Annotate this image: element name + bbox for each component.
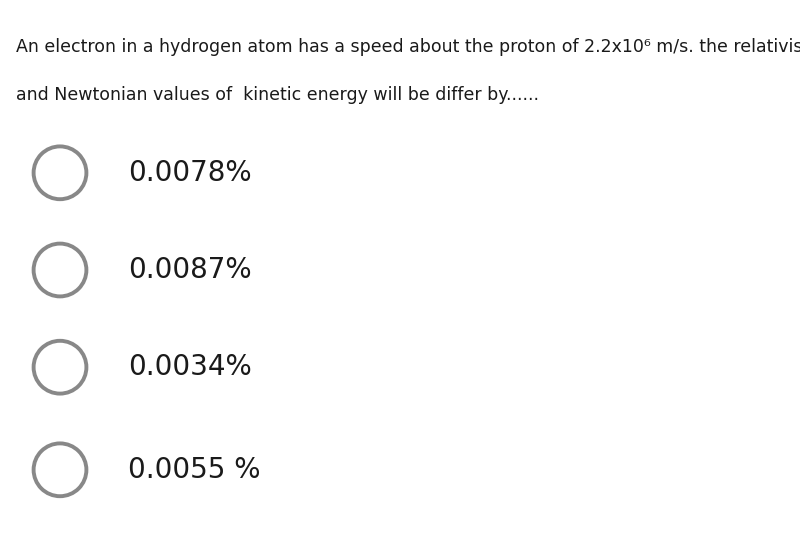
Text: 0.0078%: 0.0078% — [128, 159, 252, 187]
Text: 0.0034%: 0.0034% — [128, 353, 252, 381]
Text: An electron in a hydrogen atom has a speed about the proton of 2.2x10⁶ m/s. the : An electron in a hydrogen atom has a spe… — [16, 38, 800, 56]
Text: and Newtonian values of  kinetic energy will be differ by......: and Newtonian values of kinetic energy w… — [16, 86, 539, 104]
Text: 0.0087%: 0.0087% — [128, 256, 252, 284]
Text: 0.0055 %: 0.0055 % — [128, 456, 261, 484]
